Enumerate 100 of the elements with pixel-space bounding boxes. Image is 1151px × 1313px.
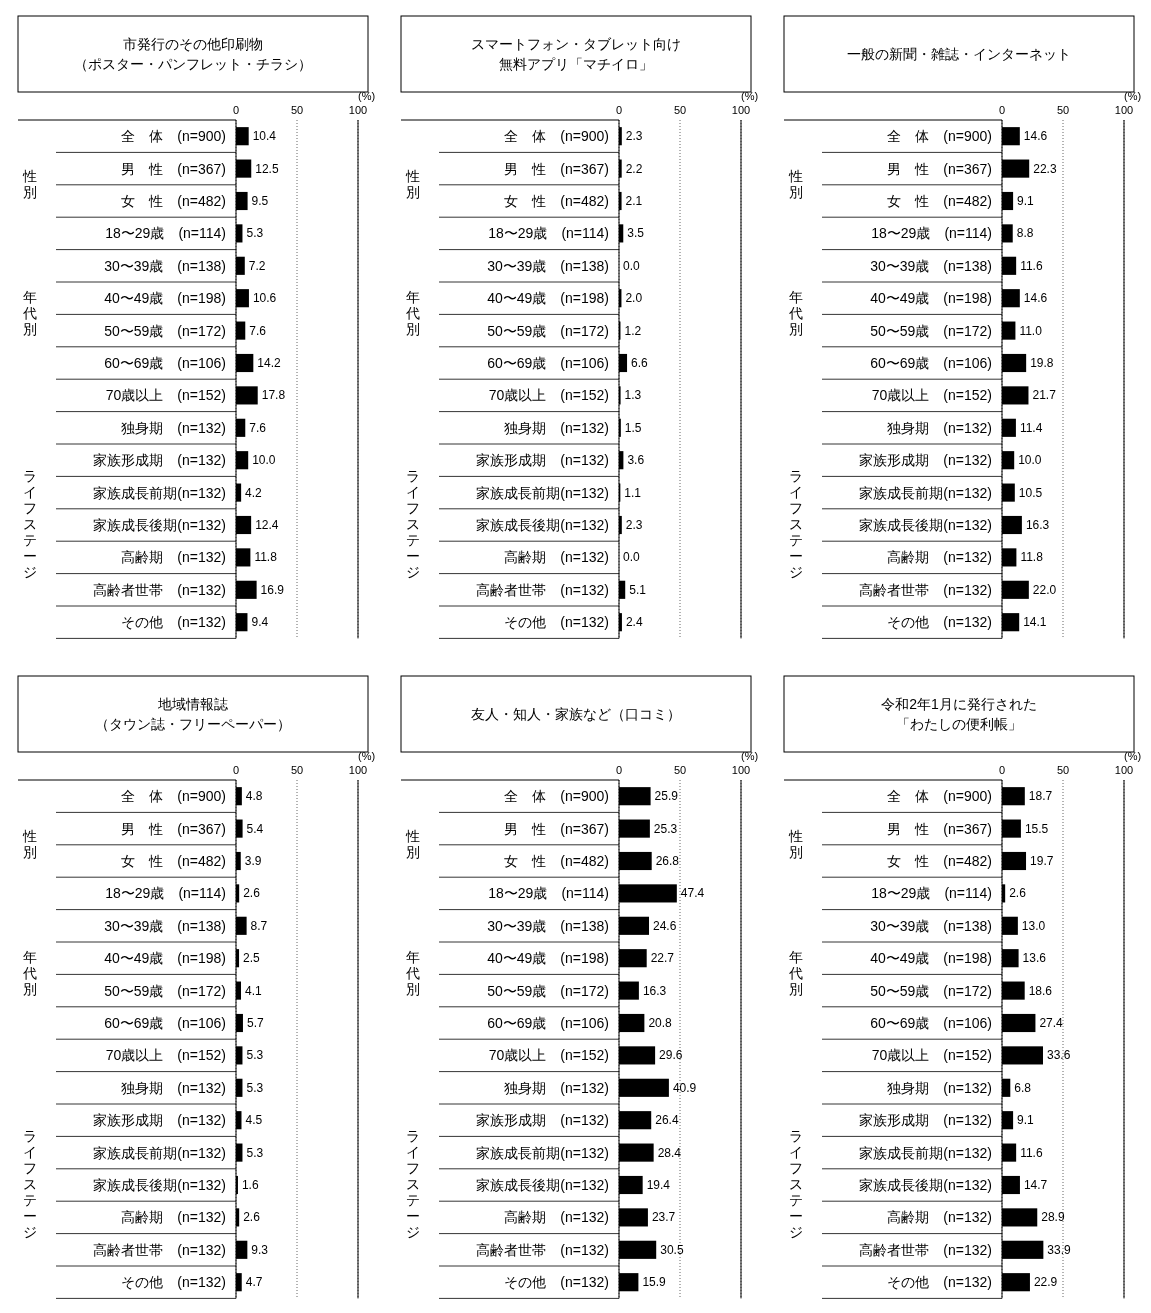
y-tick-label: 男 性 (n=367) [887, 820, 992, 837]
y-tick-label: 家族形成期 (n=132) [476, 1112, 609, 1129]
y-tick-label: 高齢期 (n=132) [887, 549, 992, 566]
y-tick-label: 家族成長前期(n=132) [93, 484, 226, 501]
data-label: 9.4 [251, 615, 269, 630]
y-tick-label: 40〜49歳 (n=198) [487, 290, 609, 307]
y-tick-label: 70歳以上 (n=152) [488, 387, 609, 404]
data-label: 2.3 [625, 518, 643, 532]
text: 年代別 [788, 949, 803, 998]
y-tick-label: 30〜39歳 (n=138) [870, 917, 992, 934]
data-label: 16.3 [642, 983, 667, 998]
y-tick-label: 60〜69歳 (n=106) [487, 1015, 609, 1031]
data-label: 12.5 [255, 161, 279, 176]
chart-title: 地域情報誌（タウン誌・フリーペーパー） [95, 696, 291, 732]
data-label: 2.6 [243, 886, 261, 901]
data-label: 14.1 [1023, 615, 1047, 630]
data-label: 9.3 [251, 1242, 269, 1257]
data-label: 11.0 [1019, 323, 1043, 338]
y-tick-label: 70歳以上 (n=152) [871, 1047, 992, 1064]
y-tick-label: 高齢者世帯 (n=132) [93, 1241, 226, 1258]
text: ライフステージ [789, 1128, 803, 1240]
x-axis-title: (%) [358, 750, 376, 762]
data-label: 5.4 [246, 821, 264, 836]
y-tick-label: 高齢期 (n=132) [121, 549, 226, 566]
data-label: 24.6 [653, 918, 677, 933]
y-tick-label: 家族形成期 (n=132) [93, 452, 226, 469]
y-tick-label: 全 体 (n=900) [887, 128, 992, 145]
y-tick-label: 男 性 (n=367) [887, 160, 992, 177]
data-label: 7.6 [249, 420, 267, 435]
data-label: 4.7 [245, 1275, 263, 1290]
data-label: 13.6 [1022, 951, 1047, 966]
y-tick-label: 18〜29歳 (n=114) [871, 885, 992, 902]
x-tick-label: 100 [348, 104, 368, 116]
data-label: 5.7 [246, 1016, 264, 1030]
data-label: 2.2 [625, 161, 643, 176]
y-tick-label: 女 性 (n=482) [504, 853, 609, 869]
y-tick-label: 18〜29歳 (n=114) [105, 225, 226, 242]
data-label: 1.5 [624, 420, 642, 435]
y-tick-label: 家族形成期 (n=132) [859, 1112, 992, 1129]
data-label: 19.7 [1030, 854, 1054, 868]
y-tick-label: 40〜49歳 (n=198) [870, 950, 992, 967]
y-tick-label: 50〜59歳 (n=172) [487, 322, 609, 339]
data-label: 22.7 [650, 951, 675, 966]
data-label: 2.5 [243, 951, 261, 966]
data-label: 25.9 [654, 789, 679, 804]
data-label: 11.8 [254, 550, 278, 565]
data-label: 1.2 [624, 323, 642, 338]
data-label: 19.8 [1030, 356, 1054, 370]
data-label: 9.1 [1017, 194, 1035, 208]
y-tick-label: 家族成長前期(n=132) [93, 1144, 226, 1161]
y-tick-label: 男 性 (n=367) [121, 820, 226, 837]
x-tick-label: 50 [290, 104, 304, 116]
y-tick-label: 高齢者世帯 (n=132) [859, 1241, 992, 1258]
y-tick-label: 高齢期 (n=132) [504, 1209, 609, 1226]
data-label: 10.0 [252, 453, 276, 468]
text: ライフステージ [789, 468, 803, 580]
data-label: 0.0 [623, 550, 641, 565]
y-tick-label: 家族成長前期(n=132) [476, 484, 609, 501]
y-tick-label: 高齢期 (n=132) [887, 1209, 992, 1226]
text: ライフステージ [23, 468, 37, 580]
data-label: 14.6 [1023, 291, 1048, 306]
data-label: 11.4 [1019, 420, 1043, 435]
data-label: 10.5 [1018, 485, 1043, 500]
data-label: 3.6 [627, 453, 645, 468]
data-label: 14.6 [1023, 129, 1048, 144]
data-label: 26.8 [655, 854, 680, 868]
data-label: 27.4 [1039, 1016, 1064, 1030]
data-label: 22.0 [1032, 582, 1057, 597]
data-label: 9.5 [251, 194, 269, 208]
data-label: 5.1 [629, 582, 647, 597]
text: 性別 [405, 167, 420, 200]
x-axis-title: (%) [741, 750, 759, 762]
data-label: 2.6 [1009, 886, 1027, 901]
data-label: 11.8 [1020, 550, 1044, 565]
text: 性別 [788, 827, 803, 860]
data-label: 4.2 [245, 485, 263, 500]
x-tick-label: 0 [615, 764, 623, 776]
text: 性別 [788, 167, 803, 200]
y-tick-label: 独身期 (n=132) [887, 1079, 992, 1096]
data-label: 0.0 [623, 258, 641, 273]
y-tick-label: 家族成長前期(n=132) [859, 484, 992, 501]
y-tick-label: 50〜59歳 (n=172) [870, 982, 992, 999]
x-tick-label: 100 [731, 764, 751, 776]
data-label: 6.8 [1014, 1080, 1032, 1095]
text: 年代別 [22, 289, 37, 338]
x-axis-title: (%) [1124, 90, 1142, 102]
y-tick-label: 18〜29歳 (n=114) [488, 225, 609, 242]
x-tick-label: 0 [232, 764, 240, 776]
y-tick-label: 家族形成期 (n=132) [93, 1112, 226, 1129]
text: 性別 [22, 827, 37, 860]
data-label: 1.1 [624, 485, 642, 500]
text: 性別 [22, 167, 37, 200]
data-label: 1.3 [624, 388, 642, 403]
y-tick-label: 40〜49歳 (n=198) [104, 290, 226, 307]
y-tick-label: 70歳以上 (n=152) [105, 387, 226, 404]
data-label: 8.8 [1016, 226, 1034, 241]
y-tick-label: 30〜39歳 (n=138) [104, 917, 226, 934]
data-label: 16.3 [1025, 518, 1050, 532]
chart-title: 一般の新聞・雑誌・インターネット [847, 46, 1071, 62]
y-tick-label: 家族形成期 (n=132) [859, 452, 992, 469]
